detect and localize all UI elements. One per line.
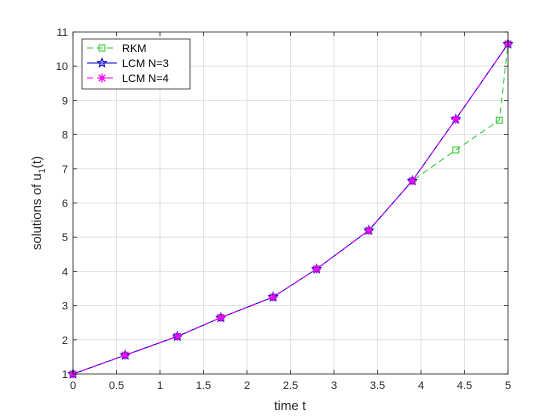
series-line: [72, 43, 509, 375]
data-point: [451, 114, 461, 124]
data-point: [452, 146, 460, 154]
data-point: [407, 176, 417, 186]
y-axis-label-sub: 1: [37, 168, 47, 173]
x-tick-label: 0.5: [109, 380, 124, 392]
tick-labels: 0 0.5 1 1.5 2 2.5 3 3.5 4 4.5 5 1 2 3 4 5 6 7 8 9 10 11: [56, 27, 511, 392]
data-point: [364, 225, 374, 235]
legend-label: LCM N=4: [122, 73, 169, 85]
y-tick-label: 2: [62, 335, 68, 347]
x-tick-label: 2.5: [283, 380, 298, 392]
x-tick-label: 4.5: [457, 380, 472, 392]
y-tick-label: 11: [57, 27, 68, 39]
legend-label: RKM: [122, 43, 146, 55]
x-tick-label: 5: [505, 380, 511, 392]
x-tick-label: 1: [157, 380, 163, 392]
legend-entry: LCM N=3: [87, 57, 169, 70]
x-tick-label: 3.5: [370, 380, 385, 392]
y-tick-label: 8: [62, 130, 68, 142]
y-axis-label-tail: (t): [29, 156, 44, 168]
y-axis-label-main: solutions of u: [29, 173, 44, 250]
x-tick-label: 4: [418, 380, 424, 392]
data-point: [120, 350, 130, 360]
data-point: [312, 264, 322, 274]
marker-stroke: [408, 177, 416, 185]
series-3: [68, 39, 513, 379]
legend-label: LCM N=3: [122, 58, 169, 70]
legend-marker: [98, 44, 106, 52]
y-tick-label: 9: [62, 95, 68, 107]
data-point: [268, 292, 278, 302]
x-tick-label: 2: [244, 380, 250, 392]
marker-shape: [452, 146, 460, 154]
x-tick-label: 1.5: [196, 380, 211, 392]
marker-stroke: [452, 115, 460, 123]
marker-stroke: [217, 313, 225, 322]
marker-shape: [495, 116, 503, 124]
y-tick-label: 6: [62, 198, 68, 210]
marker-stroke: [98, 74, 106, 82]
y-tick-label: 4: [62, 266, 68, 278]
legend-entry: LCM N=4: [87, 73, 169, 85]
y-tick-label: 5: [62, 232, 68, 244]
y-tick-label: 10: [56, 61, 68, 73]
marker-stroke: [121, 351, 129, 359]
marker-stroke: [312, 265, 321, 273]
series-layer: [67, 38, 514, 379]
y-axis-label: solutions of u1(t): [29, 156, 47, 250]
marker-shape: [98, 44, 106, 52]
legend-entry: RKM: [87, 43, 146, 55]
x-axis-label: time t: [274, 398, 306, 413]
marker-stroke: [365, 226, 373, 234]
legend-marker: [97, 73, 107, 83]
legend-marker: [96, 57, 108, 68]
y-tick-label: 1: [62, 369, 68, 381]
legend-entries: RKM LCM N=3 LCM N=4: [87, 43, 169, 85]
legend: RKM LCM N=3 LCM N=4: [81, 38, 191, 90]
data-point: [216, 313, 226, 323]
marker-shape: [96, 57, 108, 68]
marker-stroke: [269, 293, 277, 301]
ticks: [72, 31, 509, 375]
data-point: [495, 116, 503, 124]
marker-stroke: [173, 332, 182, 340]
y-tick-label: 3: [62, 301, 68, 313]
data-point: [172, 331, 182, 341]
y-tick-label: 7: [62, 164, 68, 176]
x-tick-label: 3: [331, 380, 337, 392]
x-tick-label: 0: [70, 380, 76, 392]
